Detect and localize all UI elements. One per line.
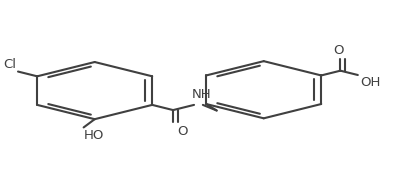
Text: O: O [333,44,344,57]
Text: O: O [177,125,187,138]
Text: Cl: Cl [3,58,16,71]
Text: NH: NH [192,87,212,100]
Text: OH: OH [360,76,380,89]
Text: HO: HO [84,129,104,142]
